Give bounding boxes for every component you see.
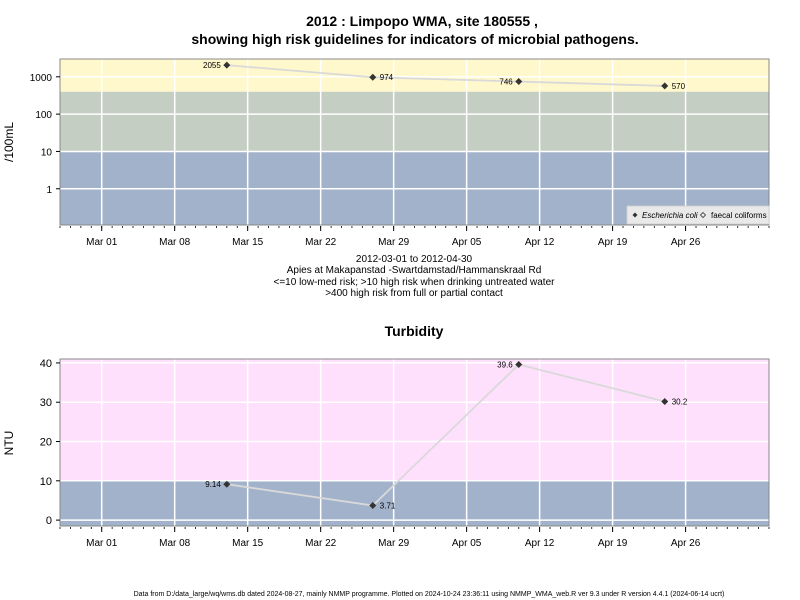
data-point [223,61,231,69]
data-point [661,397,669,405]
data-point [515,361,523,369]
x-tick-label: Mar 29 [378,538,410,549]
x-tick-label: Mar 29 [378,237,410,248]
data-label: 30.2 [672,397,688,406]
data-label: 3.71 [380,502,396,511]
x-tick-label: Apr 12 [525,237,555,248]
data-label: 570 [672,82,686,91]
x-tick-label: Apr 05 [452,538,482,549]
y-tick-label: 40 [40,358,52,370]
y-tick-label: 100 [35,110,52,121]
y-tick-label: 30 [40,397,52,409]
x-tick-label: Mar 15 [232,237,264,248]
chart1-note-site: Apies at Makapanstad -Swartdamstad/Hamma… [287,265,542,276]
data-label: 9.14 [205,480,221,489]
plot-frame [59,58,770,226]
x-tick-label: Mar 01 [86,237,118,248]
data-point [369,502,377,510]
risk-band-1 [60,359,769,481]
risk-band-0 [60,480,769,526]
footer-source-note: Data from D:/data_large/wq/wms.db dated … [134,591,725,598]
x-tick-label: Apr 19 [598,237,628,248]
chart1-note-high-risk: >400 high risk from full or partial cont… [325,288,503,299]
x-tick-label: Mar 08 [159,237,191,248]
chart1-title: 2012 : Limpopo WMA, site 180555 , [306,13,538,29]
legend-marker-faecal [699,211,707,219]
x-tick-label: Mar 15 [232,538,264,549]
x-tick-label: Apr 12 [525,538,555,549]
chart1-note-low-risk: <=10 low-med risk; >10 high risk when dr… [274,277,556,288]
series-line [226,64,665,87]
x-tick-label: Apr 19 [598,538,628,549]
data-label: 746 [499,78,513,87]
legend-entry-ecoli: Escherichia coli [642,211,698,220]
data-point [515,78,523,86]
chart2-y-axis-title: NTU [2,431,16,456]
plot-frame [59,358,770,527]
microbial-chart: 1 10 100 1000 Mar 01 Mar 08 Mar 15 Mar 22 Mar 29… [30,58,770,248]
chart1-y-axis-title: /100mL [2,122,16,162]
y-tick-label: 0 [46,515,52,527]
y-tick-label: 20 [40,437,52,449]
chart1-note-date-range: 2012-03-01 to 2012-04-30 [356,254,473,265]
data-label: 39.6 [497,361,513,370]
legend-entry-faecal: faecal coliforms [711,211,767,220]
data-point [661,82,669,90]
chart2-title: Turbidity [385,323,444,339]
y-tick-label: 1000 [30,73,53,84]
risk-band-1 [60,91,769,152]
x-tick-label: Mar 01 [86,538,118,549]
data-point [223,480,231,488]
y-tick-label: 10 [41,147,53,158]
y-tick-label: 10 [40,476,52,488]
x-tick-label: Mar 22 [305,237,337,248]
chart1-legend: Escherichia coli faecal coliforms [626,205,770,225]
legend-marker-ecoli [632,212,638,218]
chart1-title-line2: showing high risk guidelines for indicat… [191,31,638,47]
x-tick-label: Apr 26 [671,538,701,549]
x-tick-label: Mar 08 [159,538,191,549]
legend-box [626,205,770,225]
x-tick-label: Apr 26 [671,237,701,248]
x-tick-label: Mar 22 [305,538,337,549]
data-label: 974 [380,73,394,82]
turbidity-chart: 0 10 20 30 40 Mar 01 Mar 08 Mar 15 Mar 22 Mar 29 A… [40,358,770,549]
x-tick-label: Apr 05 [452,237,482,248]
y-tick-label: 1 [46,185,52,196]
data-point [369,73,377,81]
data-label: 2055 [203,61,221,70]
series-line [226,363,665,507]
